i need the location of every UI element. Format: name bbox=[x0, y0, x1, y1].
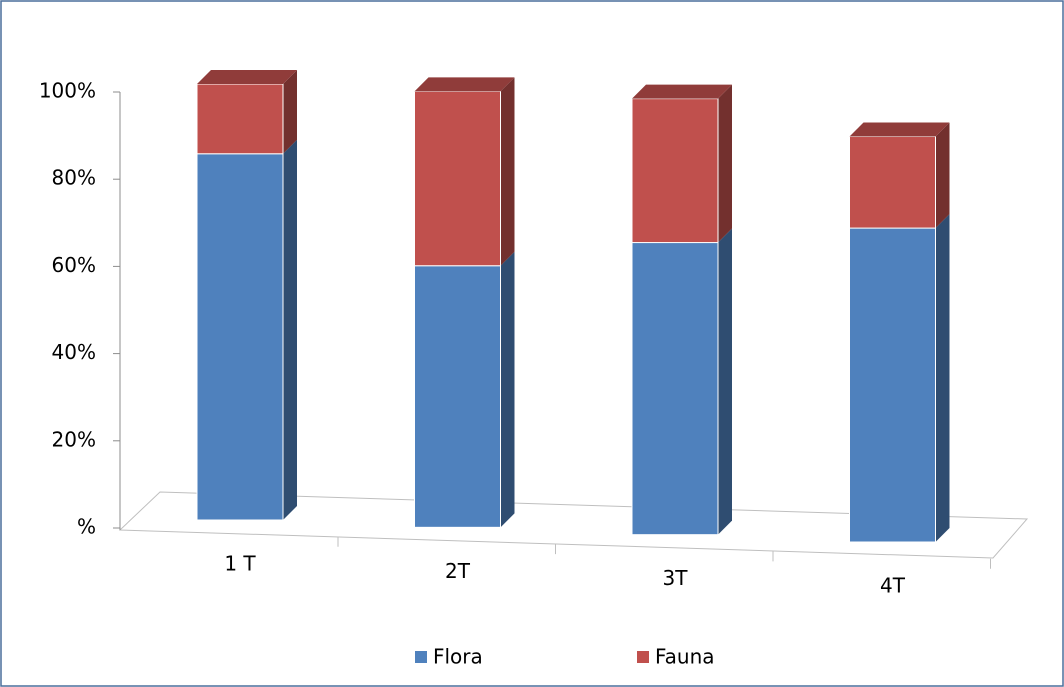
y-tick-label: 60% bbox=[52, 253, 96, 277]
legend-label: Fauna bbox=[655, 645, 715, 669]
bar bbox=[196, 153, 284, 521]
y-tick-label: 20% bbox=[52, 427, 96, 451]
x-tick-label: 4T bbox=[880, 574, 906, 598]
bar bbox=[849, 227, 936, 543]
x-tick-label: 2T bbox=[445, 559, 471, 583]
legend-swatch bbox=[637, 651, 649, 663]
legend-label: Flora bbox=[433, 645, 483, 669]
bar-side bbox=[718, 84, 732, 243]
x-tick-label: 1 T bbox=[224, 552, 256, 576]
legend-swatch bbox=[415, 651, 427, 663]
y-tick-label: 100% bbox=[39, 79, 96, 103]
bar-side bbox=[283, 139, 297, 520]
bar-top bbox=[849, 122, 950, 137]
bar bbox=[196, 83, 284, 155]
bar bbox=[414, 90, 501, 267]
y-tick-label: 40% bbox=[52, 340, 96, 364]
bar-side bbox=[935, 214, 950, 542]
bar-top bbox=[197, 70, 297, 84]
bar-side bbox=[283, 70, 297, 154]
bar-side bbox=[718, 228, 732, 535]
bar bbox=[849, 136, 936, 229]
x-tick-label: 3T bbox=[663, 566, 689, 590]
bar bbox=[631, 98, 719, 244]
y-tick-label: 80% bbox=[52, 166, 96, 190]
bar-top bbox=[414, 77, 515, 92]
bar-top bbox=[632, 84, 732, 99]
bar-side bbox=[500, 251, 515, 528]
bar bbox=[631, 242, 719, 536]
floor bbox=[118, 491, 1029, 559]
bar bbox=[414, 265, 501, 528]
bar-side bbox=[935, 122, 950, 229]
bar-side bbox=[500, 77, 515, 266]
y-tick-label: % bbox=[77, 515, 96, 539]
